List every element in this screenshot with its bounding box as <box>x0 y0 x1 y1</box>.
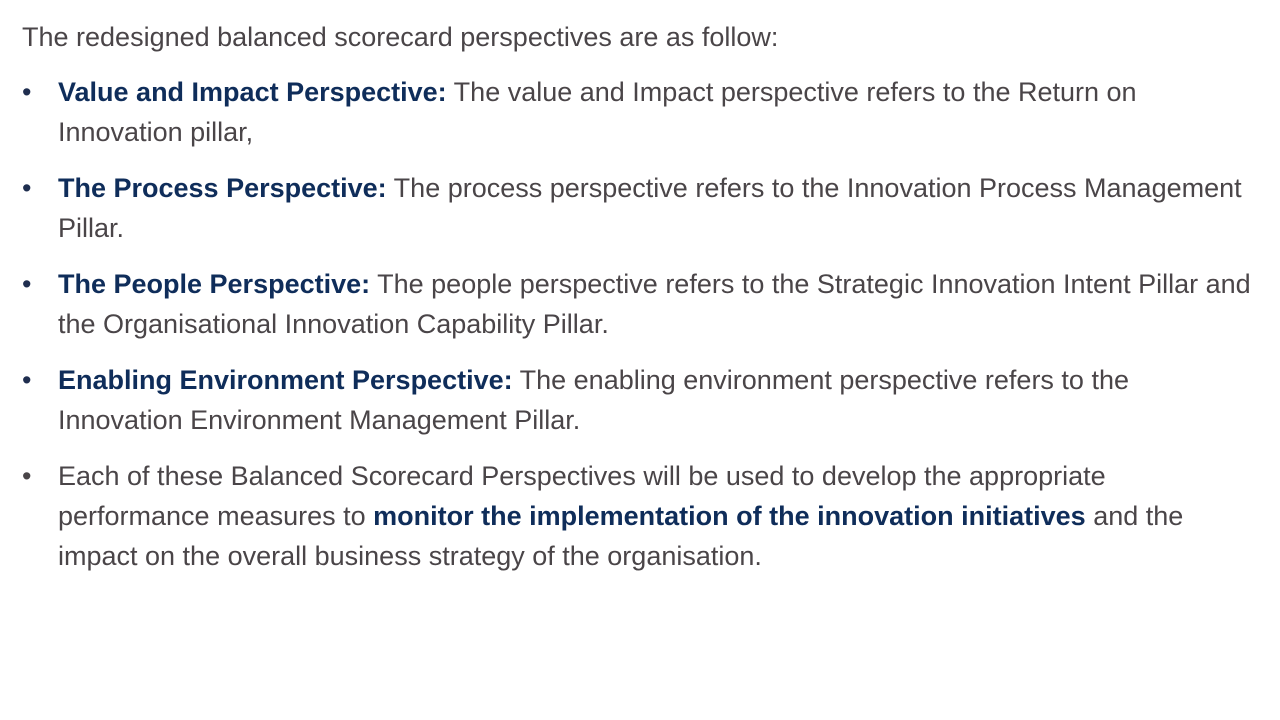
bullet-text: The enabling environment perspective ref… <box>58 365 1129 435</box>
bullet-item-enabling-environment: • Enabling Environment Perspective: The … <box>22 360 1256 440</box>
bullet-term: The People Perspective: <box>58 269 371 299</box>
bullet-icon: • <box>22 173 32 203</box>
bullet-list: • Value and Impact Perspective: The valu… <box>22 72 1256 592</box>
bullet-icon: • <box>22 365 32 395</box>
bullet-term: Value and Impact Perspective: <box>58 77 447 107</box>
closing-emphasis: monitor the implementation of the innova… <box>373 501 1086 531</box>
closing-text-before: Each of these Balanced Scorecard Perspec… <box>58 461 1106 531</box>
bullet-text: The value and Impact perspective refers … <box>58 77 1137 147</box>
bullet-term: The Process Perspective: <box>58 173 387 203</box>
bullet-icon: • <box>22 269 32 299</box>
bullet-term: Enabling Environment Perspective: <box>58 365 513 395</box>
bullet-text: The people perspective refers to the Str… <box>58 269 1251 339</box>
bullet-text: The process perspective refers to the In… <box>58 173 1242 243</box>
bullet-item-people: • The People Perspective: The people per… <box>22 264 1256 344</box>
bullet-icon: • <box>22 461 32 491</box>
bullet-item-process: • The Process Perspective: The process p… <box>22 168 1256 248</box>
bullet-icon: • <box>22 77 32 107</box>
bullet-item-closing: • Each of these Balanced Scorecard Persp… <box>22 456 1256 576</box>
bullet-item-value-impact: • Value and Impact Perspective: The valu… <box>22 72 1256 152</box>
intro-text: The redesigned balanced scorecard perspe… <box>22 22 779 52</box>
closing-text-after: and the impact on the overall business s… <box>58 501 1184 571</box>
